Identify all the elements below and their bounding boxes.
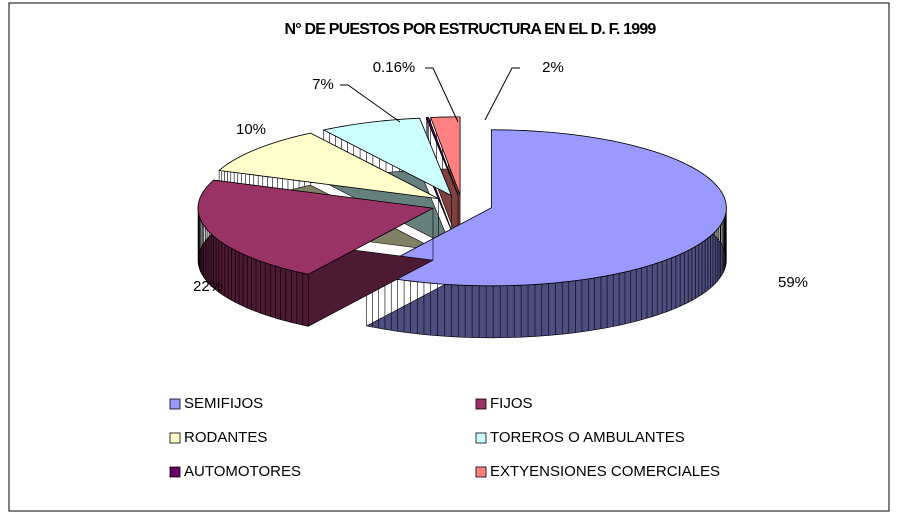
legend-swatch xyxy=(169,466,181,478)
legend-swatch xyxy=(475,432,487,444)
legend-label: TOREROS O AMBULANTES xyxy=(490,429,685,446)
slice-top xyxy=(430,116,461,196)
legend-label: RODANTES xyxy=(184,429,267,446)
data-label: 59% xyxy=(778,274,808,291)
slice-top xyxy=(365,129,727,287)
slice-top xyxy=(425,117,459,196)
chart-title: N° DE PUESTOS POR ESTRUCTURA EN EL D. F.… xyxy=(284,21,656,38)
legend-label: SEMIFIJOS xyxy=(184,395,263,412)
pie-slice xyxy=(197,179,435,327)
legend-label: EXTYENSIONES COMERCIALES xyxy=(490,463,720,480)
legend-swatch xyxy=(475,398,487,410)
slice-top xyxy=(322,117,453,197)
legend-swatch xyxy=(169,432,181,444)
data-label: 7% xyxy=(312,76,334,93)
slice-top xyxy=(218,132,439,200)
pie-slice xyxy=(365,129,727,339)
leader-line xyxy=(340,84,401,123)
data-label: 0.16% xyxy=(373,59,416,76)
data-label: 2% xyxy=(542,59,564,76)
legend-swatch xyxy=(475,466,487,478)
data-label: 10% xyxy=(236,121,266,138)
legend-label: FIJOS xyxy=(490,395,533,412)
slice-top xyxy=(197,179,435,275)
leader-line xyxy=(484,67,520,121)
leader-line xyxy=(425,67,459,123)
legend-label: AUTOMOTORES xyxy=(184,463,301,480)
data-label: 22% xyxy=(193,278,223,295)
legend-swatch xyxy=(169,398,181,410)
